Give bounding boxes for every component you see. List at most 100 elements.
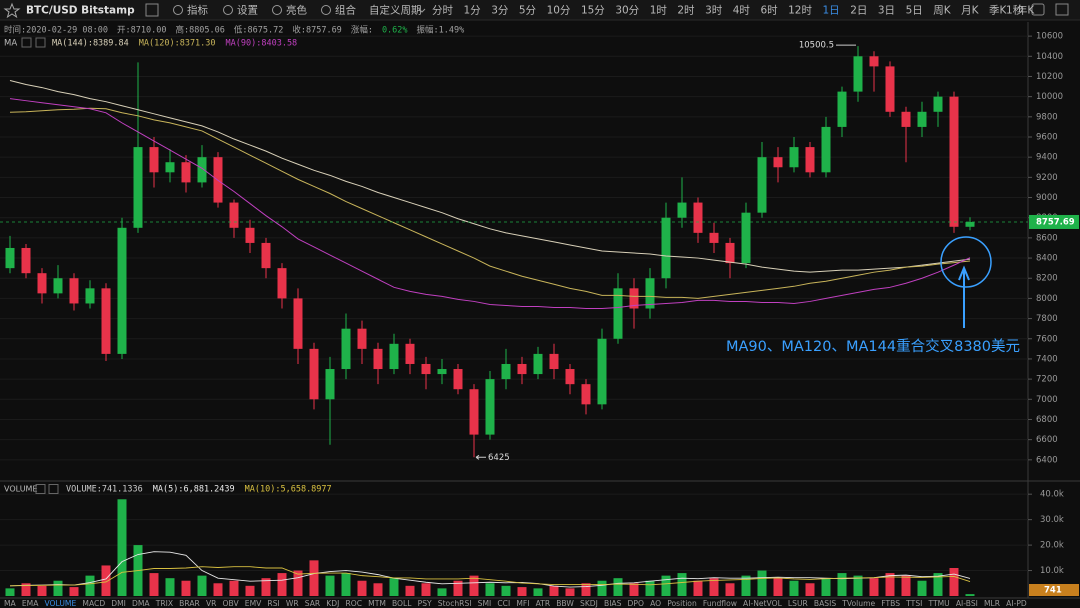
indicator-tab[interactable]: AI-BSI xyxy=(956,599,978,608)
favorite-icon[interactable] xyxy=(3,2,21,19)
interval[interactable]: 5日 xyxy=(906,5,923,17)
callout-text: MA90、MA120、MA144重合交叉8380美元 xyxy=(726,337,1020,355)
indicator-tab[interactable]: DMI xyxy=(111,599,126,608)
indicator-tab[interactable]: TVolume xyxy=(841,599,875,608)
indicator-tab[interactable]: KDJ xyxy=(326,599,339,608)
interval[interactable]: 周K xyxy=(933,5,951,17)
menu-icon[interactable] xyxy=(223,5,233,15)
screenshot-icon[interactable] xyxy=(1031,3,1045,16)
min-label: 6425 xyxy=(488,453,510,463)
custom-period[interactable]: 自定义周期 xyxy=(369,4,422,17)
indicator-tab[interactable]: DPO xyxy=(628,599,644,608)
volume-bar xyxy=(261,578,271,596)
indicator-tab[interactable]: BRAR xyxy=(179,599,200,608)
candle-body xyxy=(21,247,31,274)
menu-item[interactable]: 指标 xyxy=(187,4,208,17)
indicator-tab[interactable]: AI-NetVOL xyxy=(743,599,783,608)
indicator-tab[interactable]: TRIX xyxy=(155,599,173,608)
ohlc-info: 高:8805.06 xyxy=(175,25,224,36)
menu-icon[interactable] xyxy=(173,5,183,15)
indicator-tab[interactable]: AI-PD xyxy=(1006,599,1027,608)
volume-bar xyxy=(5,588,15,596)
indicator-tab[interactable]: Position xyxy=(667,599,697,608)
interval[interactable]: 30分 xyxy=(615,5,639,17)
y-tick-label: 10200 xyxy=(1036,72,1063,82)
volume-bar xyxy=(629,583,639,596)
indicator-tab[interactable]: VOLUME xyxy=(44,599,76,608)
volume-bar xyxy=(965,594,975,596)
interval[interactable]: 2日 xyxy=(850,5,867,17)
interval[interactable]: 5分 xyxy=(519,5,537,17)
indicator-tab[interactable]: ATR xyxy=(536,599,551,608)
interval[interactable]: 3日 xyxy=(878,5,895,17)
menu-icon[interactable] xyxy=(272,5,282,15)
indicator-tab[interactable]: BASIS xyxy=(814,599,836,608)
interval[interactable]: 月K xyxy=(961,5,979,17)
interval[interactable]: 1日 xyxy=(823,5,840,17)
indicator-tab[interactable]: EMA xyxy=(22,599,39,608)
toolbar xyxy=(0,0,1080,20)
menu-item[interactable]: 设置 xyxy=(237,5,258,17)
indicator-tab[interactable]: OBV xyxy=(223,599,240,608)
callout-circle xyxy=(940,236,992,288)
indicator-tab[interactable]: MACD xyxy=(82,599,105,608)
search-icon[interactable] xyxy=(145,3,159,17)
interval[interactable]: 季K xyxy=(989,5,1007,17)
indicator-tab[interactable]: DMA xyxy=(132,599,150,608)
indicator-tab[interactable]: EMV xyxy=(245,599,262,608)
indicator-tab[interactable]: StochRSI xyxy=(438,599,472,608)
interval[interactable]: 15分 xyxy=(581,5,605,17)
interval[interactable]: 12时 xyxy=(788,5,812,17)
indicator-tab[interactable]: Fundflow xyxy=(703,599,737,608)
legend-settings[interactable] xyxy=(35,37,46,48)
fullscreen-icon[interactable] xyxy=(1055,3,1069,16)
indicator-tab[interactable]: ROC xyxy=(345,599,362,608)
interval[interactable]: 3时 xyxy=(705,5,723,17)
indicator-tab[interactable]: MA xyxy=(4,599,17,608)
y-tick-label: 9200 xyxy=(1036,173,1058,183)
candle-body xyxy=(421,363,431,375)
indicator-tab[interactable]: PSY xyxy=(418,599,432,608)
candle-body xyxy=(117,227,127,354)
volume-bar xyxy=(389,578,399,596)
candle-body xyxy=(853,56,863,92)
menu-item[interactable]: 亮色 xyxy=(286,4,307,17)
indicator-tab[interactable]: SMI xyxy=(478,599,492,608)
indicator-tab[interactable]: WR xyxy=(286,599,300,608)
legend-entry: VOLUME:741.1336 xyxy=(66,485,143,495)
indicator-tab[interactable]: BIAS xyxy=(604,599,622,608)
indicator-tab[interactable]: LSUR xyxy=(788,599,809,608)
panel-settings[interactable] xyxy=(48,484,59,494)
indicator-tab[interactable]: FTBS xyxy=(881,599,900,608)
indicator-tab[interactable]: BBW xyxy=(556,599,574,608)
indicator-tab[interactable]: CCI xyxy=(497,599,510,608)
interval[interactable]: 2时 xyxy=(677,5,695,17)
indicator-tab[interactable]: TTMU xyxy=(927,599,949,608)
indicator-tab[interactable]: MFI xyxy=(516,599,529,608)
indicator-tab[interactable]: MTM xyxy=(368,599,386,608)
interval[interactable]: 年K xyxy=(1017,4,1036,17)
interval[interactable]: 6时 xyxy=(760,5,778,17)
indicator-tab[interactable]: SAR xyxy=(305,599,321,608)
interval[interactable]: 10分 xyxy=(547,5,571,17)
interval[interactable]: 1分 xyxy=(464,5,482,17)
menu-item[interactable]: 组合 xyxy=(335,4,356,17)
candle-body xyxy=(85,288,95,304)
indicator-tab[interactable]: MLR xyxy=(984,599,1001,608)
candle-body xyxy=(453,369,463,390)
legend-toggle[interactable] xyxy=(21,37,32,48)
indicator-tab[interactable]: TTSI xyxy=(905,599,922,608)
indicator-tab[interactable]: BOLL xyxy=(392,599,412,608)
interval[interactable]: 分时 xyxy=(432,5,453,17)
indicator-tab[interactable]: AO xyxy=(650,599,661,608)
indicator-tab[interactable]: SKDJ xyxy=(580,599,598,608)
indicator-tab[interactable]: RSI xyxy=(267,599,279,608)
interval[interactable]: 3分 xyxy=(491,5,509,17)
interval[interactable]: 4时 xyxy=(733,5,751,17)
panel-toggle[interactable] xyxy=(35,484,46,494)
interval[interactable]: 1时 xyxy=(650,5,668,17)
refresh-rate[interactable]: 1秒 xyxy=(1006,4,1024,17)
menu-icon[interactable] xyxy=(321,5,331,15)
indicator-tab[interactable]: VR xyxy=(206,599,217,608)
